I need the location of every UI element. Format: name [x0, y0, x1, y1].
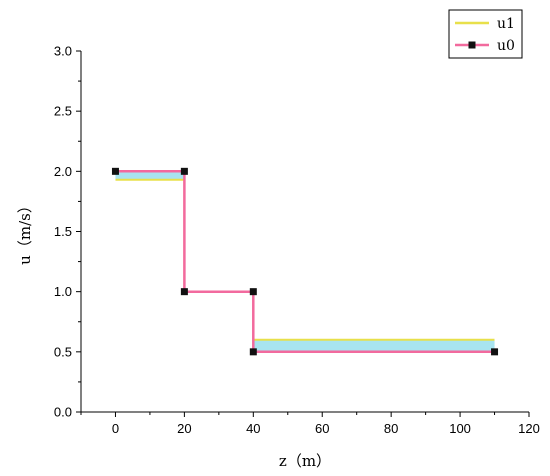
data-point-u0: [249, 288, 257, 296]
x-tick-label: 80: [384, 421, 398, 436]
legend-box: [448, 9, 523, 59]
x-tick-label: 120: [518, 421, 540, 436]
y-tick-label: 2.0: [54, 164, 72, 179]
fill-between-band: [253, 339, 495, 352]
data-point-u0: [491, 348, 499, 356]
legend-marker-u0: [468, 41, 476, 49]
axes: 0 20 40 60 80 100 120 0.0 0.5 1.0 1.5 2.0 2.5 3.0 z（m）…: [16, 44, 540, 471]
y-axis-title: u（m/s）: [16, 198, 34, 265]
legend-label-u0: u0: [497, 38, 515, 54]
y-tick-label: 0.0: [54, 405, 72, 420]
x-tick-label: 20: [177, 421, 191, 436]
y-tick-label: 2.5: [54, 104, 72, 119]
y-tick-label: 3.0: [54, 44, 72, 59]
data-point-u0: [180, 167, 188, 175]
x-tick-label: 100: [449, 421, 471, 436]
x-tick-label: 0: [112, 421, 119, 436]
x-tick-label: 60: [315, 421, 329, 436]
legend-label-u1: u1: [497, 16, 515, 32]
data-point-u0: [111, 167, 119, 175]
y-tick-label: 1.5: [54, 224, 72, 239]
data-point-u0: [180, 288, 188, 296]
y-tick-label: 0.5: [54, 344, 72, 359]
y-tick-label: 1.0: [54, 284, 72, 299]
data-point-u0: [249, 348, 257, 356]
x-tick-label: 40: [246, 421, 260, 436]
fill-between-band: [115, 171, 185, 180]
series-layer: [111, 167, 499, 356]
x-axis-title: z（m）: [279, 452, 331, 470]
series-line-u1: [115, 178, 495, 341]
series-line-u0: [115, 170, 495, 354]
fill-layer: [115, 171, 495, 352]
